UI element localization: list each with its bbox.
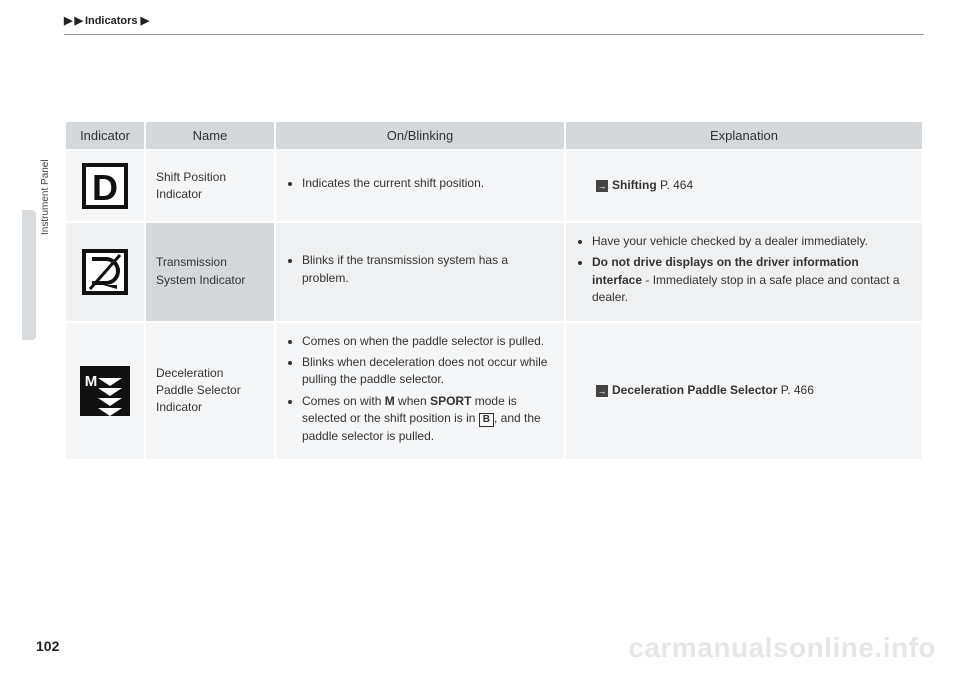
explanation-cell: → Deceleration Paddle Selector P. 466: [565, 322, 923, 460]
breadcrumb: ▶▶Indicators ▶: [64, 14, 151, 27]
breadcrumb-arrow-icon: ▶: [138, 15, 150, 27]
reference-icon: →: [596, 385, 608, 397]
explanation-cell: Have your vehicle checked by a dealer im…: [565, 222, 923, 322]
reference-label: Shifting: [612, 178, 657, 192]
table-header-row: Indicator Name On/Blinking Explanation: [65, 121, 923, 150]
text-part: Comes on with: [302, 394, 385, 408]
text-m-bold: M: [385, 394, 395, 408]
on-blinking-text: Blinks if the transmission system has a …: [302, 252, 554, 287]
indicator-name: Deceleration Paddle Selector Indicator: [145, 322, 275, 460]
table-row: M Deceleration Paddle Selector Indicator…: [65, 322, 923, 460]
svg-text:M: M: [85, 373, 98, 390]
b-badge: B: [479, 413, 494, 427]
on-blinking-text: Comes on with M when SPORT mode is selec…: [302, 393, 554, 445]
explanation-cell: → Shifting P. 464: [565, 150, 923, 222]
col-header-name: Name: [145, 121, 275, 150]
reference-page: P. 464: [660, 178, 693, 192]
on-blinking-cell: Blinks if the transmission system has a …: [275, 222, 565, 322]
text-part: when: [395, 394, 430, 408]
col-header-on-blinking: On/Blinking: [275, 121, 565, 150]
side-tab-label: Instrument Panel: [40, 159, 51, 235]
text-sport-bold: SPORT: [430, 394, 471, 408]
col-header-indicator: Indicator: [65, 121, 145, 150]
explanation-text: Have your vehicle checked by a dealer im…: [592, 233, 912, 250]
breadcrumb-section: Indicators: [85, 15, 138, 27]
header-divider: [64, 34, 924, 35]
on-blinking-cell: Comes on when the paddle selector is pul…: [275, 322, 565, 460]
transmission-system-icon: [78, 245, 132, 299]
on-blinking-text: Blinks when deceleration does not occur …: [302, 354, 554, 389]
on-blinking-text: Indicates the current shift position.: [302, 175, 554, 192]
breadcrumb-arrow-icon: ▶: [74, 15, 82, 27]
indicator-name: Transmission System Indicator: [145, 222, 275, 322]
explanation-text: Do not drive displays on the driver info…: [592, 254, 912, 306]
table-row: Transmission System Indicator Blinks if …: [65, 222, 923, 322]
col-header-explanation: Explanation: [565, 121, 923, 150]
reference-label: Deceleration Paddle Selector: [612, 383, 777, 397]
svg-text:D: D: [92, 167, 118, 208]
table-row: D Shift Position Indicator Indicates the…: [65, 150, 923, 222]
indicators-table: Indicator Name On/Blinking Explanation D: [64, 120, 924, 461]
watermark: carmanualsonline.info: [628, 632, 936, 664]
indicator-icon-cell: M: [65, 322, 145, 460]
on-blinking-cell: Indicates the current shift position.: [275, 150, 565, 222]
side-tab: [22, 210, 36, 340]
deceleration-paddle-icon: M: [78, 364, 132, 418]
indicator-icon-cell: [65, 222, 145, 322]
indicator-icon-cell: D: [65, 150, 145, 222]
breadcrumb-arrow-icon: ▶: [64, 15, 72, 27]
indicator-name: Shift Position Indicator: [145, 150, 275, 222]
shift-position-icon: D: [78, 159, 132, 213]
reference-page: P. 466: [781, 383, 814, 397]
page-number: 102: [36, 638, 59, 654]
reference-icon: →: [596, 180, 608, 192]
on-blinking-text: Comes on when the paddle selector is pul…: [302, 333, 554, 350]
